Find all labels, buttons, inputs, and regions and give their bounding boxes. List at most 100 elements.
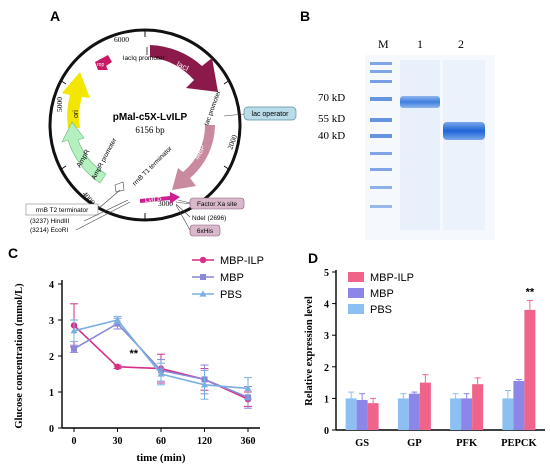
panel-label-b: B xyxy=(300,8,311,24)
ori-label: ori xyxy=(73,110,80,118)
y-tick-label: 3 xyxy=(49,316,54,327)
y-axis-label: Glucose concentration (mmol/L) xyxy=(14,283,25,429)
legend-label: MBP-ILP xyxy=(370,272,414,284)
x-tick-label: PEPCK xyxy=(501,438,537,449)
marker-ladder xyxy=(370,62,392,208)
y-tick-label: 4 xyxy=(324,300,329,311)
bar-pbs xyxy=(450,398,462,430)
tac-promoter-label: tac promoter xyxy=(203,89,222,126)
rrnb-t2-box xyxy=(25,203,99,216)
glucose-line-chart: 0 1 2 3 4 0 30 60 120 360 time (min) Glucose concen… xyxy=(14,255,264,464)
legend-marker xyxy=(199,290,207,297)
mbp-arrow xyxy=(172,125,215,190)
his-box xyxy=(189,224,221,237)
bar-mbp-ilp xyxy=(419,382,431,430)
bar-mbp-ilp xyxy=(472,384,484,430)
marker-40kd: 40 kD xyxy=(318,130,345,142)
marker-55kd: 55 kD xyxy=(318,113,345,125)
rrnb-t2-label: rrnB T2 terminator xyxy=(36,207,89,214)
sds-page-gel: M 1 2 70 kD 55 kD 40 kD xyxy=(318,37,495,240)
x-tick-label: 0 xyxy=(72,436,77,447)
data-point xyxy=(71,345,77,352)
x-tick-label: 60 xyxy=(156,436,166,447)
y-tick-label: 3 xyxy=(324,331,329,342)
marker-70kd: 70 kD xyxy=(318,92,345,104)
legend-marker xyxy=(199,256,207,264)
plasmid-name: pMal-c5X-LvILP xyxy=(113,112,188,123)
ndei-label: NdeI (2696) xyxy=(192,215,226,222)
lane-2 xyxy=(443,60,485,230)
data-point xyxy=(157,370,165,377)
legend-label: MBP xyxy=(370,288,394,300)
x-tick-label: 120 xyxy=(197,436,212,447)
data-point xyxy=(114,316,121,323)
gel-lane-label-m: M xyxy=(378,37,389,51)
x-axis-label: time (min) xyxy=(136,452,186,464)
lvilp-label: LvILP xyxy=(145,197,162,204)
lac-operator-leader xyxy=(223,113,245,117)
factor-xa-leaders xyxy=(177,199,191,204)
rop-label: rop xyxy=(97,62,104,68)
series-mbp-ilp xyxy=(70,303,252,407)
lvilp-arrow xyxy=(140,192,180,204)
bar-mbp xyxy=(356,399,368,430)
legend-label: MBP-ILP xyxy=(220,255,264,267)
y-tick-label: 5 xyxy=(324,268,329,279)
plasmid-size: 6156 bp xyxy=(135,125,165,135)
y-tick-label: 0 xyxy=(49,424,54,435)
bar-pbs xyxy=(397,398,409,430)
rop-arrow xyxy=(95,55,112,70)
data-point xyxy=(70,327,78,334)
rrnb-t1-label: rrnB T1 terminator xyxy=(131,145,174,188)
panel-label-c: C xyxy=(8,245,19,261)
bar-mbp xyxy=(408,393,420,430)
bar-mbp-ilp xyxy=(524,309,536,430)
legend-swatch xyxy=(348,288,364,298)
bar-mbp xyxy=(461,398,473,430)
hindiii-label: (3237) HindIII xyxy=(30,218,70,225)
legend-swatch xyxy=(348,272,364,282)
bar-pbs xyxy=(502,398,514,430)
lac-operator-label: lac operator xyxy=(252,111,290,118)
legend-label: MBP xyxy=(220,272,244,284)
laciq-promoter-label: lacIq promoter xyxy=(123,55,165,62)
y-tick-label: 1 xyxy=(49,388,54,399)
x-tick-label: PFK xyxy=(456,438,478,449)
ori-arrow xyxy=(62,72,90,128)
y-tick-label: 2 xyxy=(324,363,329,374)
ampr-promoter-feature xyxy=(114,181,125,193)
legend-label: PBS xyxy=(220,289,242,301)
tick-5000: 5000 xyxy=(55,97,64,112)
lac-operator-box xyxy=(243,106,297,121)
series-pbs xyxy=(70,315,252,400)
lane-1 xyxy=(400,60,440,230)
x-tick-label: 30 xyxy=(113,436,123,447)
bar-mbp-ilp xyxy=(367,403,379,430)
legend-label: PBS xyxy=(370,304,392,316)
ecori-label: (3214) EcoRI xyxy=(30,227,68,234)
factor-xa-box xyxy=(189,197,245,210)
data-point xyxy=(244,384,252,391)
legend-swatch xyxy=(348,304,364,314)
ampr-arrow xyxy=(61,121,107,184)
his-label: 6xHis xyxy=(197,228,214,235)
y-tick-label: 4 xyxy=(49,280,54,291)
y-tick-label: 0 xyxy=(324,426,329,437)
bar-mbp xyxy=(513,381,525,430)
data-point xyxy=(114,363,121,370)
y-tick-label: 2 xyxy=(49,352,54,363)
significance-mark: ** xyxy=(130,348,139,360)
y-tick-label: 1 xyxy=(324,394,329,405)
factor-xa-label: Factor Xa site xyxy=(197,201,237,208)
plasmid-map: 6000 5000 4000 3000 2000 lacI rop ori Am… xyxy=(25,28,297,237)
tick-6000: 6000 xyxy=(114,35,129,44)
significance-mark: ** xyxy=(526,286,535,298)
legend-marker xyxy=(200,274,206,280)
plasmid-ticks xyxy=(59,30,231,220)
y-axis-label: Relative expression level xyxy=(304,296,315,406)
x-tick-label: 360 xyxy=(241,436,256,447)
x-tick-label: GS xyxy=(355,438,369,449)
panel-label-d: D xyxy=(308,250,319,266)
x-tick-label: GP xyxy=(407,438,422,449)
gel-lane-label-1: 1 xyxy=(417,37,423,51)
